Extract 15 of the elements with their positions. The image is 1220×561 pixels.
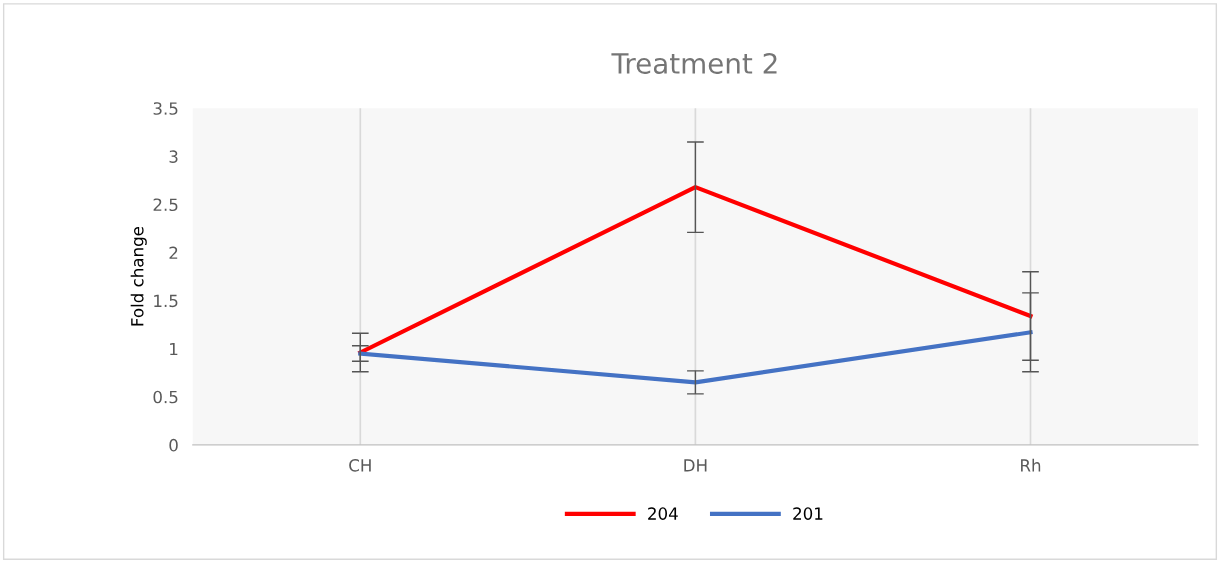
y-tick-label: 3 xyxy=(169,150,178,163)
y-tick-label: 3.5 xyxy=(153,102,178,115)
chart-title: Treatment 2 xyxy=(611,52,777,74)
y-tick-label: 0.5 xyxy=(153,390,178,404)
legend-label: 204 xyxy=(648,507,678,520)
x-tick-label: DH xyxy=(684,459,707,472)
y-tick-label: 1.5 xyxy=(154,294,178,308)
y-tick-label: 2 xyxy=(169,246,178,259)
y-axis-title: Fold change xyxy=(130,226,147,326)
y-tick-label: 0 xyxy=(169,438,178,452)
y-tick-label: 1 xyxy=(170,342,178,356)
x-tick-label: CH xyxy=(349,459,371,472)
x-tick-label: Rh xyxy=(1021,458,1041,472)
y-tick-label: 2.5 xyxy=(153,198,178,212)
legend-label: 201 xyxy=(793,507,823,520)
